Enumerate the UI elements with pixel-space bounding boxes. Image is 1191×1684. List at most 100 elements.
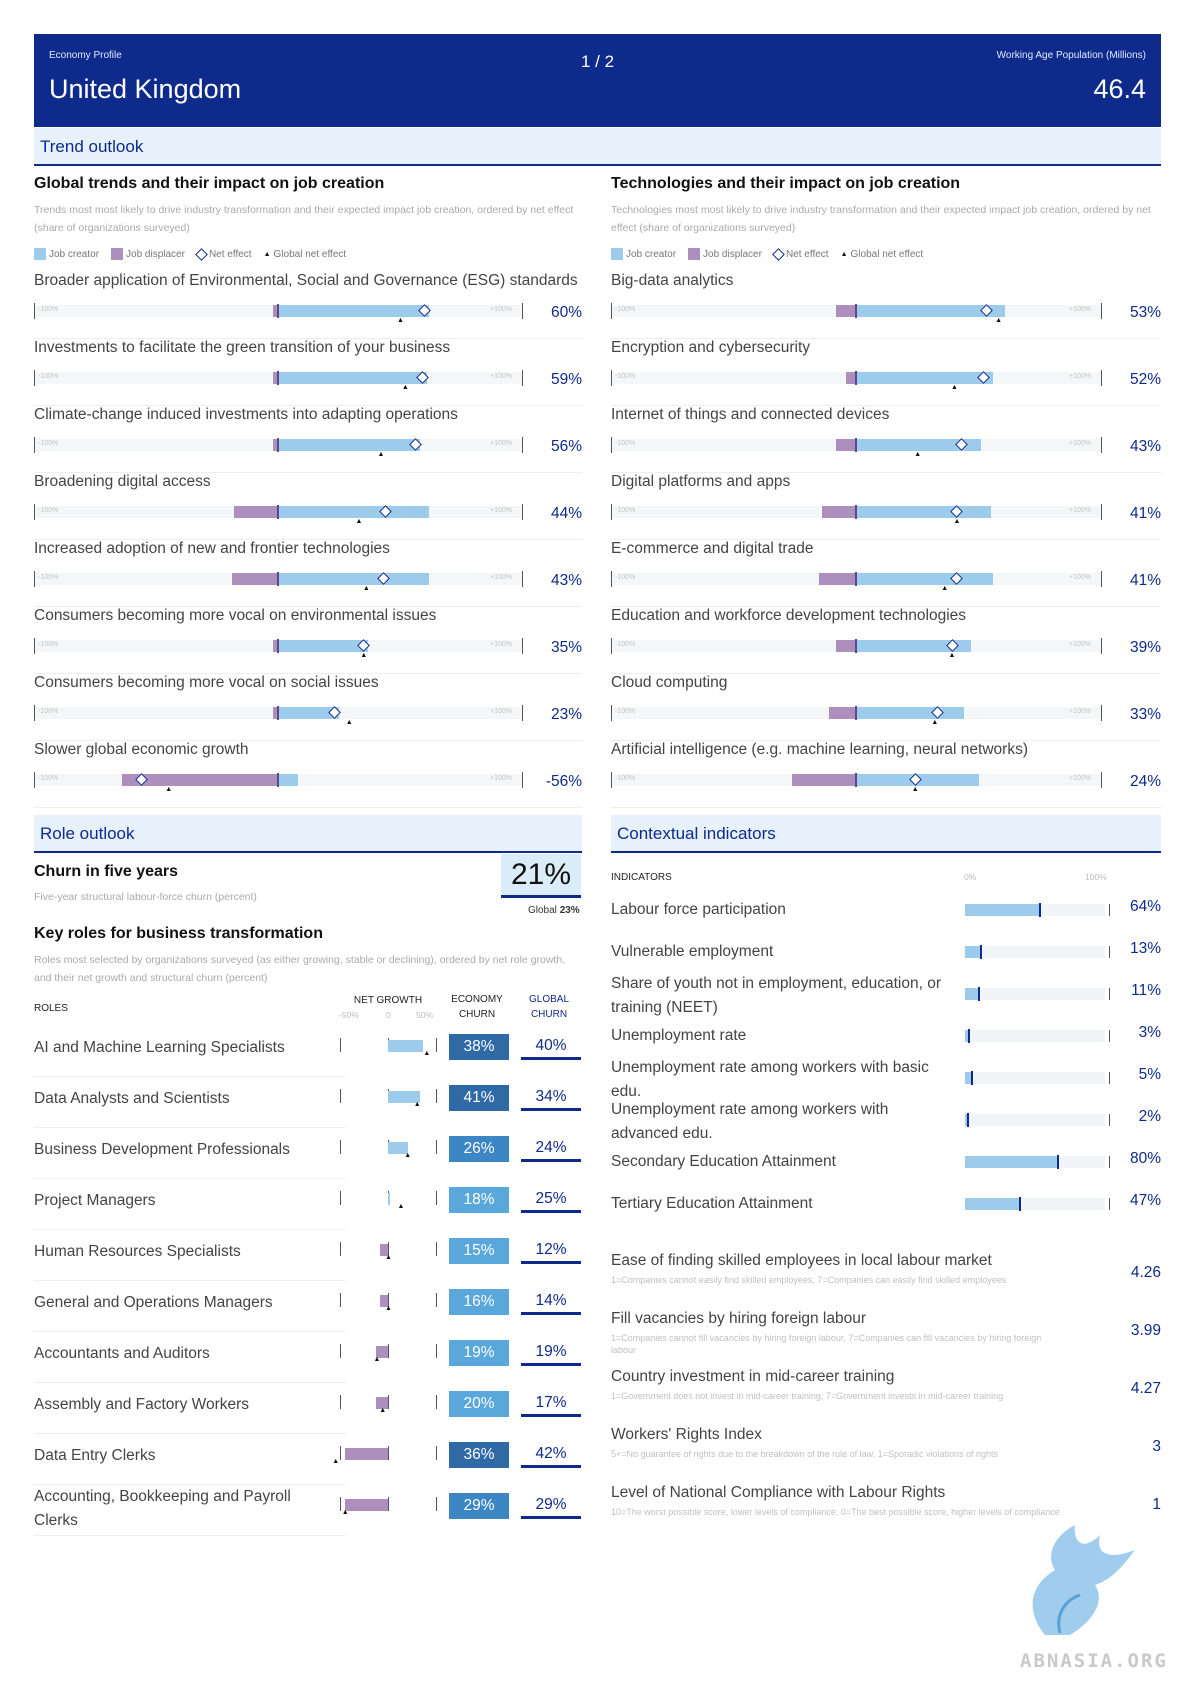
indicator-row: Unemployment rate among workers with bas… <box>611 1059 1161 1106</box>
axis-max-label: +100% <box>1069 373 1091 380</box>
indicator-value: 2% <box>1138 1108 1161 1125</box>
technology-row: Education and workforce development tech… <box>611 607 1161 674</box>
role-row: Business Development Professionals ▲ 26% 24… <box>34 1130 582 1181</box>
score-description: 10=The worst possible score, lower level… <box>611 1507 1060 1517</box>
indicator-fill <box>965 988 978 1000</box>
axis-max-label: +100% <box>490 440 512 447</box>
net-growth-bar <box>344 1499 388 1511</box>
role-row: Accounting, Bookkeeping and Payroll Cler… <box>34 1487 582 1538</box>
indicator-row: Tertiary Education Attainment 47% <box>611 1192 1161 1232</box>
col-net-growth: NET GROWTH <box>353 995 423 1006</box>
indicator-track <box>965 987 1105 1001</box>
displacer-bar <box>792 774 856 786</box>
score-description: 5+=No guarantee of rights due to the bre… <box>611 1449 998 1459</box>
trend-value: 43% <box>550 572 582 589</box>
row-divider <box>34 1331 346 1332</box>
displacer-bar <box>819 573 856 585</box>
indicator-track <box>965 1197 1105 1211</box>
cap-zero <box>388 1395 389 1409</box>
legend-global: ▲ Global net effect <box>263 248 347 260</box>
track-cap-right <box>1101 370 1102 386</box>
role-label: Accountants and Auditors <box>34 1345 210 1362</box>
indicator-cap <box>1109 1114 1110 1126</box>
zero-line <box>855 505 857 519</box>
track-cap-right <box>1101 571 1102 587</box>
creator-swatch <box>611 248 623 260</box>
indicator-value: 11% <box>1131 982 1161 999</box>
score-label: Ease of finding skilled employees in loc… <box>611 1252 992 1269</box>
indicator-cap <box>1109 946 1110 958</box>
net-growth-track: ▲ <box>332 1446 437 1465</box>
score-value: 1 <box>1152 1496 1161 1513</box>
impact-track: -100% +100% ▲ <box>34 370 523 391</box>
impact-track: -100% +100% ▲ <box>34 772 523 793</box>
score-label: Workers' Rights Index <box>611 1426 762 1443</box>
indicator-row: Share of youth not in employment, educat… <box>611 975 1161 1022</box>
cap-left <box>340 1344 341 1358</box>
trend-value: 23% <box>550 706 582 723</box>
global-net-marker: ▲ <box>423 1050 431 1057</box>
role-row: AI and Machine Learning Specialists ▲ 38% 4… <box>34 1028 582 1079</box>
technology-label: Big-data analytics <box>611 272 734 289</box>
technologies-subtitle: Technologies most most likely to drive i… <box>611 204 1151 234</box>
track-cap-left <box>611 638 612 654</box>
impact-track: -100% +100% ▲ <box>34 705 523 726</box>
zero-line <box>855 773 857 787</box>
role-row: Data Analysts and Scientists ▲ 41% 34% <box>34 1079 582 1130</box>
track-cap-right <box>522 571 523 587</box>
global-net-marker: ▲ <box>373 1356 381 1363</box>
trends-title: Global trends and their impact on job cr… <box>34 175 385 192</box>
track-cap-right <box>522 504 523 520</box>
axis-min-label: -100% <box>38 708 59 715</box>
global-net-marker: ▲ <box>401 384 409 391</box>
track-cap-left <box>611 504 612 520</box>
track-cap-left <box>611 303 612 319</box>
cap-left <box>340 1293 341 1307</box>
cap-right <box>436 1089 437 1103</box>
cap-right <box>436 1140 437 1154</box>
trend-label: Climate-change induced investments into … <box>34 406 458 423</box>
track-cap-left <box>34 571 35 587</box>
indicator-cap <box>1109 904 1110 916</box>
axis-max-label: +100% <box>1069 440 1091 447</box>
trend-row: Increased adoption of new and frontier t… <box>34 540 582 607</box>
impact-track: -100% +100% ▲ <box>611 370 1102 391</box>
displacer-bar <box>836 640 856 652</box>
cap-left <box>340 1395 341 1409</box>
impact-track: -100% +100% ▲ <box>34 437 523 458</box>
impact-track: -100% +100% ▲ <box>34 303 523 324</box>
impact-track: -100% +100% ▲ <box>611 303 1102 324</box>
axis-max-label: +100% <box>490 306 512 313</box>
creator-bar <box>856 372 994 384</box>
trends-subtitle: Trends most most likely to drive industr… <box>34 204 574 234</box>
cap-right <box>436 1191 437 1205</box>
net-growth-bar <box>388 1040 423 1052</box>
zero-line <box>277 438 279 452</box>
indicator-row: Secondary Education Attainment 80% <box>611 1150 1161 1190</box>
indicator-track <box>965 1155 1105 1169</box>
impact-track: -100% +100% ▲ <box>611 504 1102 525</box>
axis-max-label: +100% <box>1069 574 1091 581</box>
track-cap-right <box>1101 303 1102 319</box>
axis-min-label: -100% <box>615 306 636 313</box>
displacer-bar <box>273 640 278 652</box>
creator-bar <box>856 640 972 652</box>
global-churn-value: 12% <box>521 1238 581 1264</box>
axis-min-label: -100% <box>38 775 59 782</box>
global-net-marker: ▲ <box>385 1305 392 1312</box>
score-value: 3.99 <box>1130 1322 1161 1339</box>
axis-max-label: +100% <box>490 708 512 715</box>
axis-zero: 0 <box>386 1010 391 1020</box>
row-divider <box>34 1484 346 1485</box>
indicator-marker <box>1057 1155 1059 1169</box>
trend-label: Increased adoption of new and frontier t… <box>34 540 390 557</box>
zero-line <box>855 438 857 452</box>
indicator-marker <box>967 1113 970 1127</box>
track-cap-left <box>611 437 612 453</box>
global-churn-value: 14% <box>521 1289 581 1315</box>
net-growth-track: ▲ <box>340 1242 437 1261</box>
creator-bar <box>278 774 298 786</box>
creator-bar <box>856 305 1006 317</box>
role-row: Assembly and Factory Workers ▲ 20% 17% <box>34 1385 582 1436</box>
indicator-value: 80% <box>1129 1150 1161 1167</box>
